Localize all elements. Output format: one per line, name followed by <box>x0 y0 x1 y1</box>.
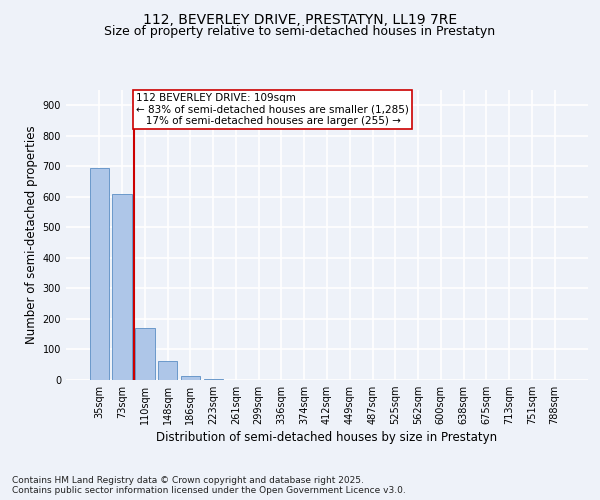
Bar <box>112 194 132 380</box>
Text: 112, BEVERLEY DRIVE, PRESTATYN, LL19 7RE: 112, BEVERLEY DRIVE, PRESTATYN, LL19 7RE <box>143 12 457 26</box>
Bar <box>90 168 109 380</box>
Y-axis label: Number of semi-detached properties: Number of semi-detached properties <box>25 126 38 344</box>
Bar <box>135 328 155 380</box>
Bar <box>158 361 178 380</box>
Text: Size of property relative to semi-detached houses in Prestatyn: Size of property relative to semi-detach… <box>104 25 496 38</box>
Text: Contains HM Land Registry data © Crown copyright and database right 2025.
Contai: Contains HM Land Registry data © Crown c… <box>12 476 406 495</box>
Text: 112 BEVERLEY DRIVE: 109sqm
← 83% of semi-detached houses are smaller (1,285)
   : 112 BEVERLEY DRIVE: 109sqm ← 83% of semi… <box>136 93 409 126</box>
X-axis label: Distribution of semi-detached houses by size in Prestatyn: Distribution of semi-detached houses by … <box>157 432 497 444</box>
Bar <box>181 376 200 380</box>
